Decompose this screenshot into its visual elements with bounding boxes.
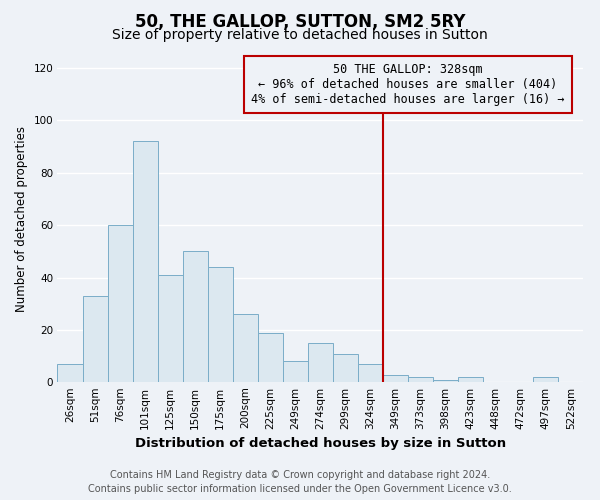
Bar xyxy=(358,364,383,382)
X-axis label: Distribution of detached houses by size in Sutton: Distribution of detached houses by size … xyxy=(135,437,506,450)
Bar xyxy=(182,252,208,382)
Bar xyxy=(83,296,107,382)
Bar xyxy=(258,332,283,382)
Bar xyxy=(408,377,433,382)
Bar xyxy=(283,362,308,382)
Bar xyxy=(433,380,458,382)
Text: 50, THE GALLOP, SUTTON, SM2 5RY: 50, THE GALLOP, SUTTON, SM2 5RY xyxy=(135,12,465,30)
Text: Size of property relative to detached houses in Sutton: Size of property relative to detached ho… xyxy=(112,28,488,42)
Text: 50 THE GALLOP: 328sqm
← 96% of detached houses are smaller (404)
4% of semi-deta: 50 THE GALLOP: 328sqm ← 96% of detached … xyxy=(251,63,565,106)
Bar xyxy=(107,225,133,382)
Bar xyxy=(133,142,158,382)
Bar xyxy=(308,343,333,382)
Bar xyxy=(383,374,408,382)
Bar xyxy=(208,267,233,382)
Bar xyxy=(333,354,358,382)
Bar xyxy=(458,377,483,382)
Y-axis label: Number of detached properties: Number of detached properties xyxy=(15,126,28,312)
Bar xyxy=(58,364,83,382)
Text: Contains HM Land Registry data © Crown copyright and database right 2024.
Contai: Contains HM Land Registry data © Crown c… xyxy=(88,470,512,494)
Bar xyxy=(158,275,182,382)
Bar xyxy=(533,377,558,382)
Bar xyxy=(233,314,258,382)
